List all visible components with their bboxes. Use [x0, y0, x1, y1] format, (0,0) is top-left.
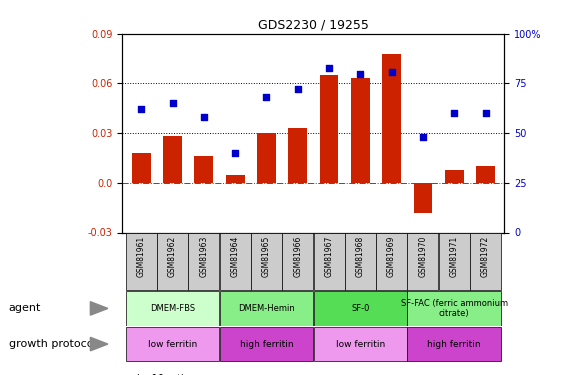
FancyBboxPatch shape: [126, 291, 219, 326]
Text: GSM81962: GSM81962: [168, 236, 177, 277]
Bar: [476, 166, 495, 183]
Text: DMEM-Hemin: DMEM-Hemin: [238, 304, 295, 313]
Bar: [413, 183, 433, 213]
FancyBboxPatch shape: [439, 233, 470, 290]
Point: [293, 86, 303, 92]
Text: DMEM-FBS: DMEM-FBS: [150, 304, 195, 313]
Text: GSM81964: GSM81964: [231, 236, 240, 277]
Point: [356, 70, 365, 76]
Bar: [163, 136, 182, 183]
FancyBboxPatch shape: [220, 291, 313, 326]
FancyBboxPatch shape: [376, 233, 407, 290]
Bar: [289, 128, 307, 183]
Text: GSM81967: GSM81967: [325, 236, 333, 277]
Point: [449, 110, 459, 116]
FancyBboxPatch shape: [345, 233, 376, 290]
Text: high ferritin: high ferritin: [240, 340, 293, 349]
FancyBboxPatch shape: [126, 327, 219, 361]
Point: [262, 94, 271, 100]
Point: [387, 69, 396, 75]
Point: [136, 106, 146, 112]
Point: [324, 64, 333, 70]
Text: low ferritin: low ferritin: [336, 340, 385, 349]
FancyBboxPatch shape: [282, 233, 313, 290]
Text: agent: agent: [9, 303, 41, 313]
FancyBboxPatch shape: [408, 327, 501, 361]
FancyBboxPatch shape: [314, 233, 345, 290]
FancyBboxPatch shape: [470, 233, 501, 290]
FancyBboxPatch shape: [220, 233, 251, 290]
Text: low ferritin: low ferritin: [148, 340, 197, 349]
FancyBboxPatch shape: [126, 233, 157, 290]
Bar: [351, 78, 370, 183]
FancyBboxPatch shape: [408, 233, 438, 290]
Point: [230, 150, 240, 156]
FancyBboxPatch shape: [251, 233, 282, 290]
FancyBboxPatch shape: [314, 291, 407, 326]
Point: [168, 100, 177, 106]
Text: high ferritin: high ferritin: [427, 340, 481, 349]
FancyBboxPatch shape: [188, 233, 219, 290]
FancyBboxPatch shape: [157, 233, 188, 290]
Title: GDS2230 / 19255: GDS2230 / 19255: [258, 18, 369, 31]
Text: GSM81971: GSM81971: [449, 236, 459, 277]
Bar: [226, 174, 244, 183]
Text: SF-0: SF-0: [351, 304, 370, 313]
FancyBboxPatch shape: [314, 327, 407, 361]
Point: [418, 134, 427, 140]
Text: GSM81968: GSM81968: [356, 236, 365, 277]
Bar: [382, 54, 401, 183]
Bar: [132, 153, 150, 183]
Bar: [194, 156, 213, 183]
Bar: [445, 170, 463, 183]
Point: [481, 110, 490, 116]
Point: [199, 114, 209, 120]
Text: growth protocol: growth protocol: [9, 339, 96, 349]
Text: GSM81961: GSM81961: [136, 236, 146, 277]
Text: GSM81963: GSM81963: [199, 236, 208, 277]
Text: GSM81972: GSM81972: [481, 236, 490, 277]
Text: GSM81970: GSM81970: [419, 236, 427, 277]
Text: GSM81966: GSM81966: [293, 236, 302, 277]
Text: GSM81969: GSM81969: [387, 236, 396, 277]
FancyBboxPatch shape: [408, 291, 501, 326]
Text: SF-FAC (ferric ammonium
citrate): SF-FAC (ferric ammonium citrate): [401, 299, 508, 318]
FancyBboxPatch shape: [220, 327, 313, 361]
Bar: [319, 75, 338, 183]
Text: GSM81965: GSM81965: [262, 236, 271, 277]
Bar: [257, 133, 276, 183]
